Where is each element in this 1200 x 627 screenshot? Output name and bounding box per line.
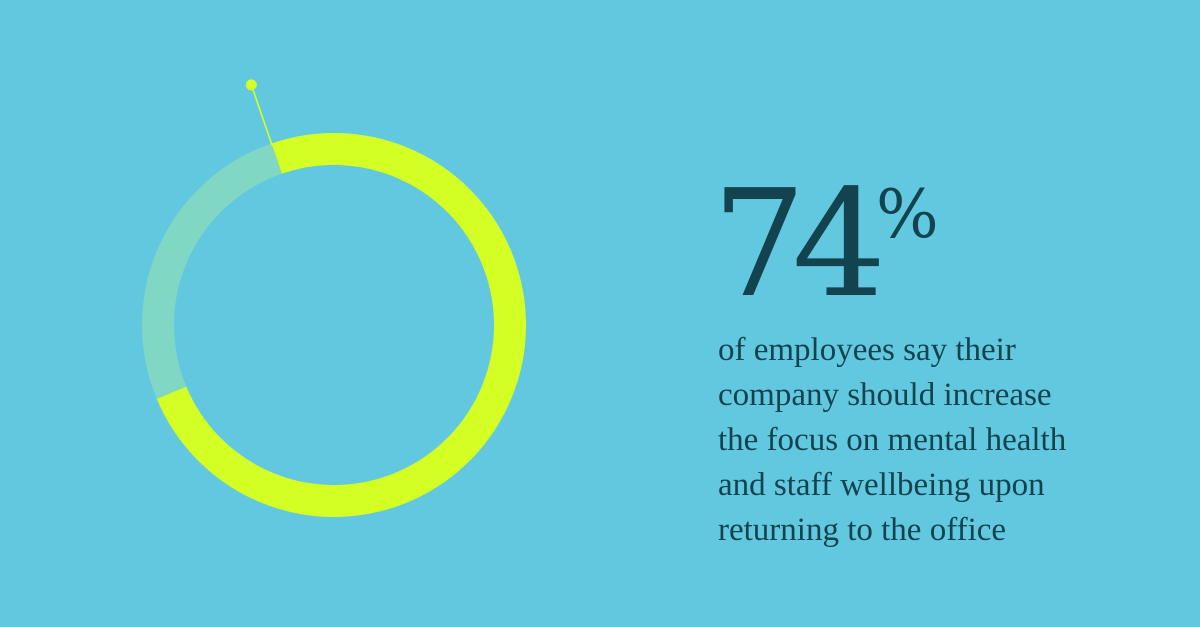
pointer-dot [245,79,257,91]
caption-line-5: returning to the office [718,512,1007,548]
stat-number: 74 [712,158,886,330]
caption-line-1: of employees say their [718,332,1016,368]
caption-line-2: company should increase [718,377,1052,413]
donut-slice-remainder [142,143,283,399]
pointer-line [250,84,273,146]
caption-line-3: the focus on mental health [718,422,1067,458]
donut-chart [142,79,526,517]
stat-percent-sign: % [876,176,939,253]
caption-line-4: and staff wellbeing upon [718,467,1045,503]
stat-caption: of employees say their company should in… [718,328,1158,553]
donut-slice-highlight [156,133,526,517]
